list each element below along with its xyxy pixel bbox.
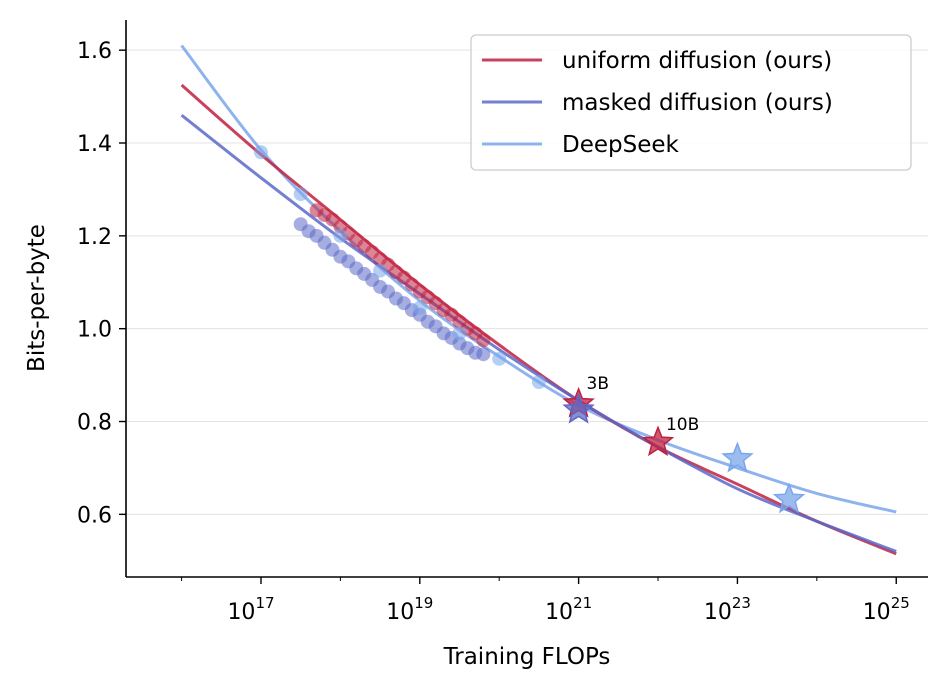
legend-label-deepseek: DeepSeek bbox=[562, 132, 680, 158]
y-tick-label: 1.6 bbox=[77, 39, 112, 64]
data-point-deepseek bbox=[373, 263, 388, 278]
data-point-deepseek bbox=[492, 351, 507, 366]
annotation-3b: 3B bbox=[587, 374, 609, 394]
x-tick-label: 1017 bbox=[227, 594, 274, 625]
data-point-deepseek bbox=[293, 187, 308, 202]
data-point-uniform bbox=[476, 333, 491, 348]
fit-line-deepseek bbox=[180, 44, 897, 514]
y-tick-label: 1.0 bbox=[77, 318, 112, 343]
y-tick-label: 1.4 bbox=[77, 132, 112, 157]
data-point-deepseek bbox=[531, 375, 546, 390]
legend-label-masked: masked diffusion (ours) bbox=[562, 90, 833, 116]
annotation-layer: 3B 10B bbox=[587, 374, 700, 435]
x-axis-label: Training FLOPs bbox=[443, 644, 611, 670]
y-tick-label: 0.8 bbox=[77, 411, 112, 436]
x-tick-label: 1023 bbox=[704, 594, 751, 625]
star-marker-deepseek bbox=[772, 482, 806, 514]
star-marker-masked bbox=[562, 392, 595, 424]
y-tick-label: 1.2 bbox=[77, 225, 112, 250]
x-tick-label: 1021 bbox=[545, 594, 592, 625]
data-points-layer bbox=[253, 145, 546, 390]
star-markers-layer bbox=[562, 386, 806, 514]
axes-layer bbox=[125, 20, 928, 578]
data-point-masked bbox=[476, 347, 491, 362]
annotation-10b: 10B bbox=[666, 415, 699, 435]
legend: uniform diffusion (ours) masked diffusion… bbox=[470, 34, 912, 171]
data-point-deepseek bbox=[452, 326, 467, 341]
legend-box bbox=[470, 34, 912, 171]
fit-line-masked bbox=[180, 114, 897, 553]
star-marker-deepseek bbox=[721, 441, 754, 473]
fit-lines-layer bbox=[180, 44, 897, 556]
legend-label-uniform: uniform diffusion (ours) bbox=[562, 48, 832, 74]
data-point-deepseek bbox=[412, 300, 427, 315]
x-tick-label: 1019 bbox=[386, 594, 433, 625]
x-tick-label: 1025 bbox=[863, 594, 910, 625]
y-tick-label: 0.6 bbox=[77, 503, 112, 528]
y-axis-label: Bits-per-byte bbox=[24, 224, 50, 372]
data-point-deepseek bbox=[333, 228, 348, 243]
data-point-deepseek bbox=[253, 145, 268, 160]
fit-line-uniform bbox=[180, 83, 897, 556]
star-marker-uniform bbox=[641, 425, 675, 457]
tick-layer: 0.6 0.8 1.0 1.2 1.4 1.6 1017 1019 1021 1023 1025 bbox=[77, 39, 910, 625]
